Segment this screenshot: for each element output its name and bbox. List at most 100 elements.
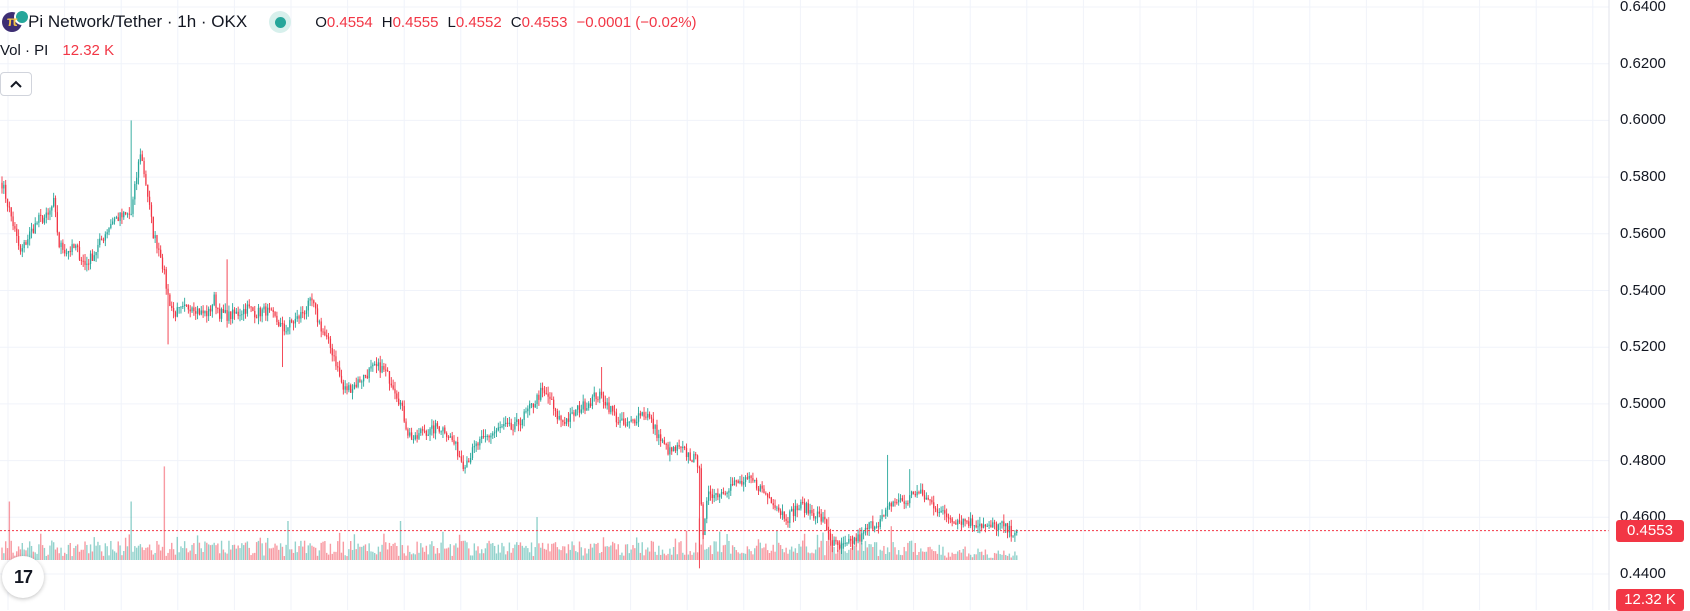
- candle-body: [204, 311, 206, 314]
- candle-body: [29, 231, 31, 240]
- candle-body: [460, 456, 463, 462]
- volume-legend[interactable]: Vol · PI 12.32 K: [0, 42, 114, 59]
- candle-body: [674, 447, 677, 451]
- candle-body: [543, 390, 546, 394]
- volume-bar: [833, 546, 835, 560]
- volume-bar: [75, 545, 77, 560]
- candle-body: [960, 521, 963, 525]
- candle-body: [527, 408, 529, 412]
- candle-body: [624, 424, 627, 426]
- candle-body: [802, 502, 804, 504]
- candle-body: [886, 506, 889, 510]
- volume-bar: [444, 548, 446, 560]
- candle-body: [774, 505, 776, 508]
- candle-body: [872, 521, 874, 530]
- candle-body: [442, 427, 444, 432]
- volume-bar: [759, 542, 761, 560]
- candle-body: [669, 447, 671, 455]
- volume-bar: [648, 551, 651, 560]
- volume-bar: [720, 552, 723, 560]
- candle-body: [966, 521, 968, 523]
- candle-body: [630, 419, 632, 422]
- volume-bar: [709, 545, 712, 560]
- volume-bar: [88, 553, 90, 560]
- volume-bar: [814, 549, 817, 560]
- volume-bar: [410, 554, 413, 560]
- volume-bar: [589, 543, 592, 560]
- volume-bar: [765, 543, 767, 560]
- candle-body: [47, 212, 49, 215]
- volume-bar: [200, 548, 202, 560]
- candle-body: [209, 308, 212, 312]
- volume-bar: [104, 543, 107, 560]
- market-status-icon[interactable]: [269, 11, 292, 33]
- volume-bar: [741, 552, 743, 560]
- volume-bar: [152, 554, 154, 560]
- candle-body: [809, 510, 811, 514]
- candle-body: [32, 228, 35, 234]
- candle-body: [213, 294, 215, 306]
- candle-body: [267, 307, 269, 316]
- volume-bar: [351, 549, 354, 560]
- candle-body: [885, 509, 887, 516]
- candle-body: [252, 307, 254, 311]
- volume-bar: [86, 544, 88, 560]
- volume-bar: [38, 544, 40, 560]
- volume-bar: [896, 554, 898, 560]
- volume-bar: [464, 540, 466, 560]
- volume-bar: [76, 544, 79, 560]
- candle-body: [829, 533, 832, 541]
- volume-bar: [322, 541, 324, 560]
- tradingview-logo[interactable]: 17: [2, 556, 44, 598]
- volume-bar: [637, 542, 640, 560]
- volume-bar: [525, 545, 527, 560]
- candle-body: [945, 513, 948, 518]
- candle-body: [551, 398, 553, 400]
- candle-body: [689, 452, 691, 461]
- symbol-title[interactable]: Pi Network/Tether · 1h · OKX: [28, 12, 248, 31]
- candle-body: [604, 401, 606, 406]
- candle-body: [803, 502, 806, 513]
- collapse-legend-button[interactable]: [0, 72, 32, 96]
- volume-bar: [115, 552, 118, 560]
- candle-body: [975, 525, 977, 528]
- candle-body: [171, 305, 173, 308]
- volume-bar: [346, 556, 348, 560]
- volume-bar: [17, 546, 20, 560]
- volume-bar: [239, 548, 241, 560]
- volume-bar: [6, 548, 9, 560]
- candle-body: [458, 456, 461, 458]
- volume-bar: [230, 549, 232, 560]
- volume-bar: [696, 552, 699, 560]
- candle-body: [272, 309, 274, 312]
- volume-bar: [685, 530, 688, 560]
- volume-bar: [134, 546, 136, 560]
- volume-bar: [968, 553, 970, 560]
- candle-body: [1001, 521, 1003, 524]
- candle-body: [224, 310, 226, 313]
- candle-body: [969, 518, 972, 527]
- candle-body: [333, 355, 335, 357]
- candle-body: [228, 311, 230, 321]
- candle-body: [449, 436, 451, 438]
- volume-bar: [171, 542, 173, 560]
- volume-bar: [584, 548, 586, 560]
- candle-body: [530, 403, 533, 405]
- candle-body: [414, 435, 416, 440]
- candle-body: [997, 524, 999, 531]
- candle-body: [455, 441, 457, 444]
- candle-body: [610, 406, 612, 413]
- volume-bar: [364, 544, 367, 560]
- candle-body: [226, 310, 228, 321]
- volume-bar: [89, 544, 92, 560]
- candle-body: [1010, 525, 1012, 537]
- volume-bar: [375, 554, 378, 560]
- volume-bar: [521, 545, 523, 560]
- candle-body: [222, 309, 225, 313]
- volume-bar: [309, 543, 311, 560]
- volume-bar: [198, 542, 201, 560]
- volume-bar: [510, 552, 512, 560]
- volume-bar: [512, 548, 514, 560]
- volume-bar: [16, 551, 18, 560]
